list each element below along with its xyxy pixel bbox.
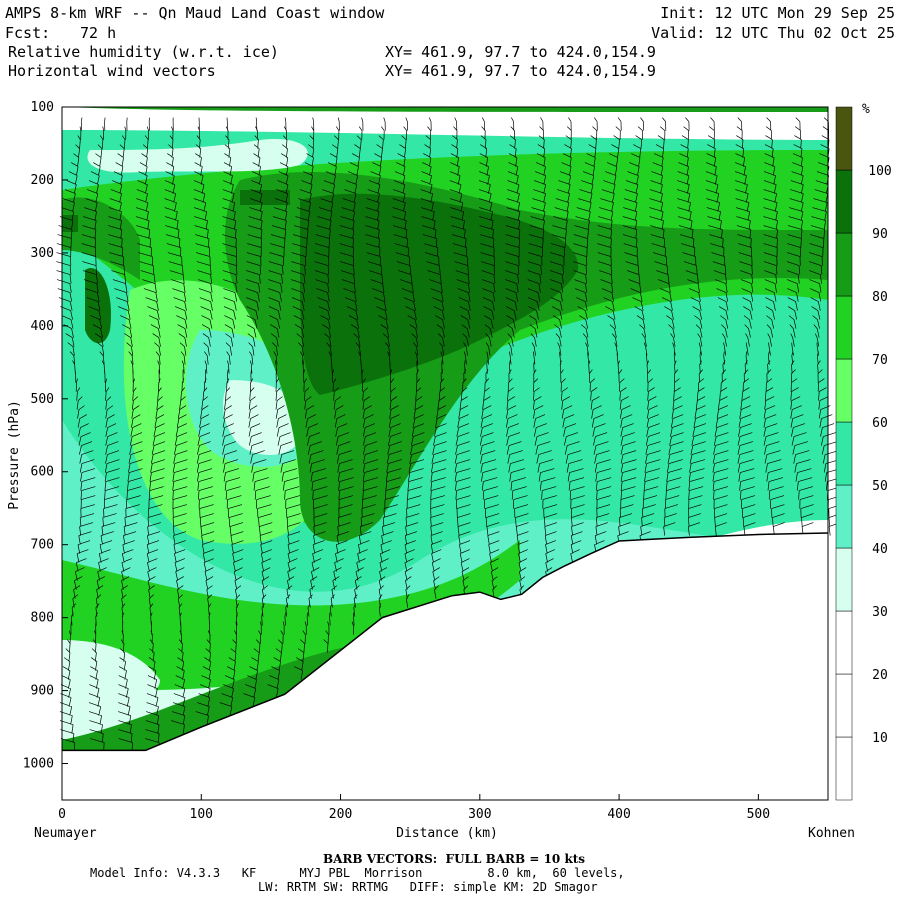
wind-barb-column bbox=[314, 117, 354, 653]
colorbar-tick-label: 60 bbox=[872, 416, 888, 431]
x-axis-label: Distance (km) bbox=[396, 826, 498, 841]
y-tick-label: 900 bbox=[31, 684, 54, 699]
wind-barb-column bbox=[622, 117, 661, 545]
xy-line-1: XY= 461.9, 97.7 to 424.0,154.9 bbox=[385, 43, 656, 61]
wind-barb-column bbox=[527, 117, 558, 581]
wind-barb-column bbox=[478, 117, 500, 599]
wind-barb-column bbox=[705, 117, 729, 536]
colorbar-swatch bbox=[835, 673, 853, 738]
x-tick-label: 200 bbox=[329, 807, 352, 822]
init-time: Init: 12 UTC Mon 29 Sep 25 bbox=[660, 4, 895, 22]
x-tick-label: 500 bbox=[747, 807, 770, 822]
xy-line-2: XY= 461.9, 97.7 to 424.0,154.9 bbox=[385, 62, 656, 80]
y-tick-label: 300 bbox=[31, 246, 54, 261]
wind-barb-column bbox=[164, 117, 188, 734]
y-axis-label: Pressure (hPa) bbox=[7, 400, 22, 510]
colorbar-tick-label: 50 bbox=[872, 479, 888, 494]
colorbar-unit: % bbox=[862, 102, 870, 117]
wind-barb-column bbox=[420, 117, 447, 599]
y-tick-label: 400 bbox=[31, 319, 54, 334]
rh-band-7 bbox=[62, 540, 520, 690]
colorbar-swatch bbox=[835, 358, 853, 423]
barb-legend: BARB VECTORS: FULL BARB = 10 kts bbox=[323, 852, 586, 866]
rh-band-6 bbox=[223, 380, 302, 455]
rh-band-13 bbox=[62, 215, 78, 232]
wind-barb-column bbox=[193, 117, 215, 725]
x-tick-label: 300 bbox=[468, 807, 491, 822]
wind-barb-column bbox=[649, 117, 684, 536]
wind-barb-column bbox=[339, 117, 379, 635]
colorbar-swatch bbox=[835, 484, 853, 549]
rh-band-12 bbox=[85, 268, 111, 344]
colorbar-tick-label: 90 bbox=[872, 227, 888, 242]
wind-barb-column bbox=[676, 117, 707, 536]
wind-barb-column bbox=[573, 117, 612, 554]
fcst-label: Fcst: bbox=[5, 24, 51, 42]
wind-barb-column bbox=[786, 117, 814, 536]
rh-band-15 bbox=[62, 107, 828, 140]
plot-title: AMPS 8-km WRF -- Qn Maud Land Coast wind… bbox=[5, 4, 385, 22]
fcst-value: 72 h bbox=[80, 24, 117, 42]
colorbar-swatch bbox=[835, 736, 853, 801]
terrain-fill bbox=[62, 533, 828, 800]
wind-barb-column bbox=[365, 117, 402, 617]
colorbar-tick-label: 100 bbox=[868, 164, 891, 179]
colorbar-swatch bbox=[835, 295, 853, 360]
y-tick-label: 500 bbox=[31, 392, 54, 407]
colorbar-swatch bbox=[835, 232, 853, 297]
y-tick-label: 700 bbox=[31, 538, 54, 553]
field-name-2: Horizontal wind vectors bbox=[8, 62, 216, 80]
wind-barb-column bbox=[597, 117, 637, 545]
y-tick-label: 800 bbox=[31, 611, 54, 626]
wind-barb-column bbox=[267, 117, 301, 698]
colorbar-swatch bbox=[835, 610, 853, 675]
colorbar-tick-label: 20 bbox=[872, 668, 888, 683]
wind-barb-column bbox=[219, 117, 244, 716]
wind-barb-column bbox=[81, 117, 120, 752]
wind-barb-column bbox=[392, 117, 425, 608]
wind-barb-column bbox=[549, 117, 585, 563]
y-tick-label: 600 bbox=[31, 465, 54, 480]
wind-barb-column bbox=[135, 117, 166, 752]
y-tick-label: 200 bbox=[31, 173, 54, 188]
axes: 100 200 300 400 500 600 700 800 900 1000 0 100 200 30… bbox=[23, 100, 770, 822]
rh-band-11 bbox=[300, 193, 579, 395]
y-tick-label: 100 bbox=[31, 100, 54, 115]
x-tick-label: 100 bbox=[190, 807, 213, 822]
colorbar: 10 20 30 40 50 60 70 80 90 100 bbox=[835, 106, 892, 801]
x-endpoint-right: Kohnen bbox=[808, 826, 855, 841]
y-tick-label: 1000 bbox=[23, 757, 54, 772]
plot-frame bbox=[61, 106, 829, 801]
wind-barb-column bbox=[734, 117, 756, 536]
field-name-1: Relative humidity (w.r.t. ice) bbox=[8, 43, 279, 61]
colorbar-swatch bbox=[835, 421, 853, 486]
wind-barb-column bbox=[56, 117, 96, 752]
terrain-line bbox=[62, 532, 829, 752]
colorbar-tick-label: 70 bbox=[872, 353, 888, 368]
valid-time: Valid: 12 UTC Thu 02 Oct 25 bbox=[651, 24, 895, 42]
colorbar-swatch bbox=[835, 106, 853, 171]
wind-barbs bbox=[56, 117, 842, 752]
rh-band-17 bbox=[240, 190, 290, 205]
colorbar-tick-label: 10 bbox=[872, 731, 888, 746]
rh-band-19 bbox=[62, 640, 160, 700]
x-endpoint-left: Neumayer bbox=[34, 826, 97, 841]
wind-barb-column bbox=[449, 117, 471, 599]
model-info-2: LW: RRTM SW: RRTMG DIFF: simple KM: 2D S… bbox=[258, 880, 598, 894]
model-info-1: Model Info: V4.3.3 KF MYJ PBL Morrison 8… bbox=[90, 866, 625, 880]
colorbar-swatch bbox=[835, 547, 853, 612]
wind-barb-column bbox=[505, 117, 529, 599]
terrain-mask bbox=[62, 532, 829, 800]
colorbar-tick-label: 30 bbox=[872, 605, 888, 620]
wind-barb-column bbox=[108, 117, 143, 752]
x-tick-label: 0 bbox=[58, 807, 66, 822]
colorbar-swatch bbox=[835, 169, 853, 234]
wind-barb-column bbox=[243, 117, 273, 707]
colorbar-tick-label: 40 bbox=[872, 542, 888, 557]
wind-barb-column bbox=[290, 117, 328, 680]
x-tick-label: 400 bbox=[607, 807, 630, 822]
colorbar-tick-label: 80 bbox=[872, 290, 888, 305]
wind-barb-column bbox=[763, 117, 785, 536]
